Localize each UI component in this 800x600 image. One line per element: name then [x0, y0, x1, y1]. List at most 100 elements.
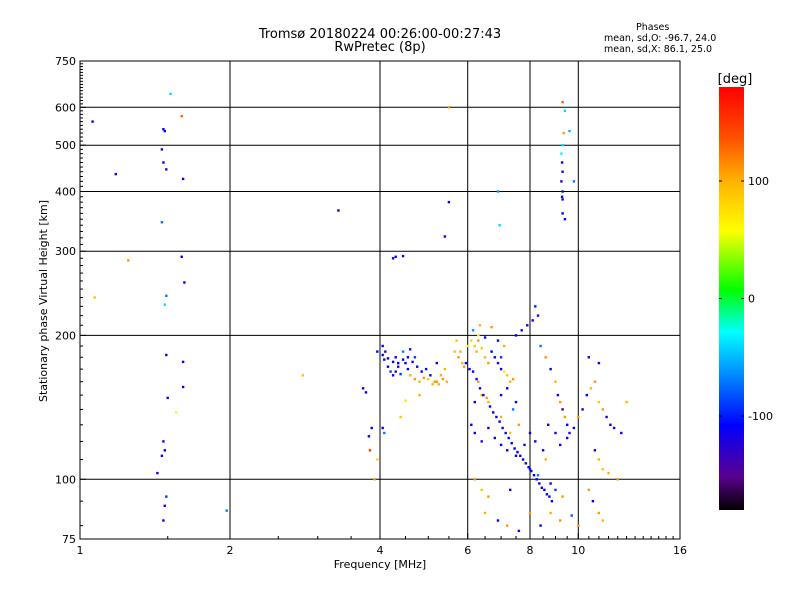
data-point: [180, 115, 183, 118]
data-point: [399, 415, 402, 419]
data-point: [559, 400, 562, 404]
data-point: [409, 374, 412, 377]
data-point: [509, 431, 512, 435]
x-axis-ticks: 1 2 4 6 8 10 16: [77, 533, 687, 557]
data-point: [499, 356, 503, 359]
data-point: [514, 400, 518, 404]
data-point: [381, 353, 384, 357]
data-point: [165, 353, 168, 357]
data-point: [524, 462, 528, 465]
data-point: [577, 415, 580, 419]
data-point: [523, 462, 526, 465]
data-point: [394, 356, 397, 359]
data-point: [397, 365, 400, 368]
data-point: [364, 391, 368, 394]
data-point: [169, 92, 172, 96]
data-point: [496, 190, 500, 193]
data-point: [361, 387, 365, 390]
data-point: [535, 478, 538, 481]
data-point: [475, 377, 478, 381]
y-tick-label: 500: [55, 139, 76, 152]
phases-heading: Phases: [636, 22, 670, 33]
colorbar-tick-label: 100: [748, 175, 769, 188]
data-point: [563, 415, 567, 419]
data-point: [506, 374, 509, 377]
data-point: [471, 329, 475, 332]
data-point: [538, 482, 541, 485]
data-point: [376, 458, 379, 461]
data-point: [160, 148, 164, 151]
data-point: [499, 367, 503, 371]
data-point: [163, 504, 166, 507]
data-point: [521, 458, 525, 461]
data-point: [493, 356, 496, 359]
x-tick-label: 8: [527, 544, 534, 557]
data-point: [499, 393, 503, 397]
data-point: [401, 254, 405, 258]
data-point: [591, 500, 595, 503]
data-point: [473, 431, 476, 435]
data-point: [510, 442, 513, 445]
data-point: [503, 344, 506, 348]
data-point: [418, 393, 421, 397]
data-point: [406, 356, 410, 359]
data-point: [480, 347, 483, 350]
data-point: [534, 440, 537, 443]
data-point: [616, 478, 619, 481]
data-point: [399, 372, 402, 376]
phases-o-mode: mean, sd,O: -96.7, 24.0: [604, 33, 717, 44]
data-point: [437, 383, 440, 386]
data-point: [605, 415, 608, 419]
data-point: [487, 400, 490, 404]
data-point: [487, 426, 490, 430]
data-point: [625, 400, 628, 404]
data-point: [165, 168, 168, 171]
x-tick-label: 4: [377, 544, 384, 557]
data-point: [301, 374, 304, 377]
data-point: [589, 387, 593, 390]
data-point: [475, 350, 478, 353]
data-point: [601, 519, 604, 522]
data-point: [536, 314, 540, 317]
data-point: [511, 377, 515, 381]
data-point: [572, 180, 576, 183]
data-point: [482, 393, 485, 397]
data-point: [562, 131, 565, 135]
data-point: [433, 380, 436, 383]
y-tick-label: 100: [55, 473, 76, 486]
data-point: [493, 436, 496, 440]
data-point: [401, 358, 405, 361]
data-point: [480, 488, 483, 492]
data-point: [554, 431, 557, 435]
data-point: [431, 383, 434, 386]
data-point: [534, 305, 537, 308]
data-point: [457, 356, 460, 359]
data-point: [368, 449, 372, 452]
chart-title: Tromsø 20180224 00:26:00-00:27:43: [258, 27, 502, 42]
data-point: [483, 511, 487, 515]
data-point: [528, 431, 532, 435]
data-point: [163, 449, 166, 452]
y-axis-label: Stationary phase Virtual Height [km]: [37, 200, 50, 402]
data-point: [511, 408, 515, 411]
data-point: [386, 357, 390, 360]
data-point: [470, 339, 473, 342]
data-point: [561, 190, 564, 193]
data-point: [498, 420, 501, 423]
data-point: [394, 370, 397, 373]
data-point: [563, 218, 567, 221]
data-point: [496, 339, 500, 342]
data-point: [536, 474, 540, 477]
data-point: [566, 436, 569, 440]
data-point: [470, 423, 473, 426]
x-axis-label: Frequency [MHz]: [334, 558, 426, 571]
data-point: [577, 524, 580, 527]
data-point: [519, 454, 522, 457]
data-point: [383, 358, 386, 361]
data-point: [548, 495, 551, 498]
data-point: [523, 443, 526, 447]
data-point: [544, 458, 547, 461]
data-point: [373, 478, 376, 481]
data-point: [504, 431, 507, 435]
data-point: [587, 488, 590, 492]
